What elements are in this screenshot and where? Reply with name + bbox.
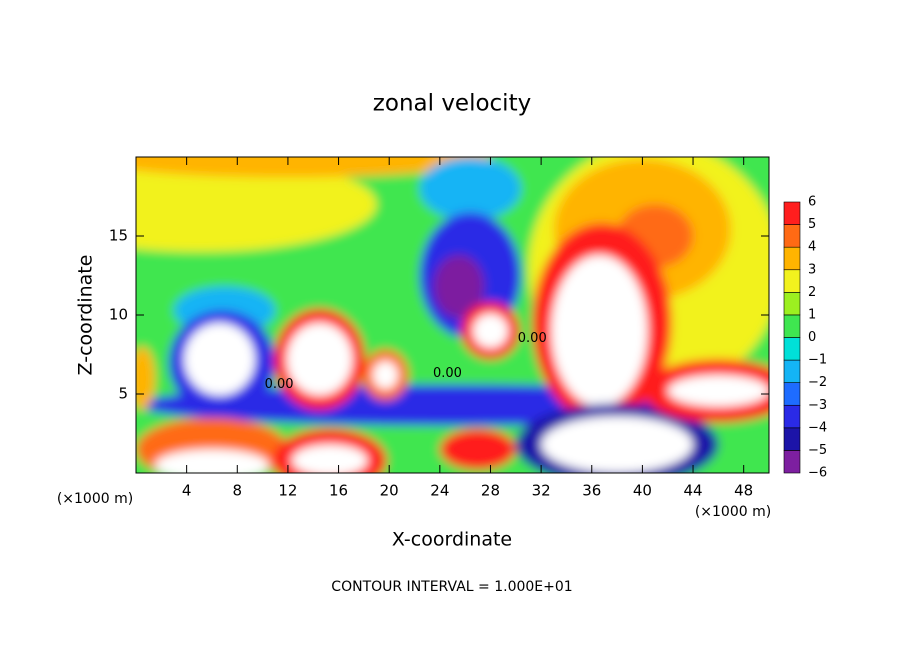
colorbar-label: −1 <box>808 353 827 368</box>
y-axis-label: Z-coordinate <box>75 255 97 376</box>
x-tick-label: 16 <box>329 482 348 500</box>
colorbar-label: −6 <box>808 466 827 481</box>
x-tick-label: 28 <box>481 482 500 500</box>
colorbar-segment <box>783 246 801 271</box>
x-tick-label: 8 <box>233 482 243 500</box>
colorbar-label: 5 <box>808 217 816 232</box>
field-region <box>433 254 485 319</box>
colorbar-segment <box>783 201 801 225</box>
colorbar-segment <box>783 292 801 316</box>
colorbar-label: 3 <box>808 262 816 277</box>
colorbar-label: −4 <box>808 420 827 435</box>
colorbar-segment <box>783 314 801 338</box>
x-unit: (×1000 m) <box>695 504 771 520</box>
x-tick-label: 44 <box>683 482 702 500</box>
field-region <box>419 157 521 221</box>
field-region <box>439 428 516 470</box>
x-tick-label: 48 <box>734 482 753 500</box>
contour-label: 0.00 <box>518 331 547 346</box>
field-region <box>551 254 648 407</box>
field-region <box>291 444 368 473</box>
field-region <box>541 416 694 473</box>
colorbar-label: 0 <box>808 330 816 345</box>
x-tick-label: 32 <box>532 482 551 500</box>
contour-note: CONTOUR INTERVAL = 1.000E+01 <box>331 579 572 595</box>
x-tick-label: 40 <box>633 482 652 500</box>
x-unit: (×1000 m) <box>57 491 133 507</box>
colorbar-label: −2 <box>808 375 827 390</box>
y-tick-label: 15 <box>109 227 128 245</box>
field-layer <box>136 157 769 473</box>
field-region <box>372 360 399 390</box>
colorbar-segment <box>783 337 801 361</box>
x-axis-label: X-coordinate <box>392 529 512 551</box>
contour-label: 0.00 <box>265 377 294 392</box>
chart-title: zonal velocity <box>373 91 531 117</box>
x-tick-label: 12 <box>278 482 297 500</box>
x-tick-label: 36 <box>582 482 601 500</box>
colorbar-segment <box>783 269 801 293</box>
colorbar-segment <box>783 359 801 383</box>
field-region <box>136 157 377 252</box>
contour-label: 0.00 <box>433 366 462 381</box>
overlay: 0.000.000.004 8 12 16 20 24 28 32 36 40 44 4851015−… <box>109 156 827 500</box>
colorbar-segment <box>783 224 801 248</box>
x-tick-label: 24 <box>430 482 449 500</box>
colorbar-label: 1 <box>808 307 816 322</box>
x-tick-label: 20 <box>380 482 399 500</box>
colorbar-label: 2 <box>808 285 816 300</box>
colorbar-segment <box>783 404 801 429</box>
colorbar-label: −5 <box>808 443 827 458</box>
colorbar-label: 6 <box>808 195 816 210</box>
colorbar-segment <box>783 427 801 451</box>
x-tick-label: 4 <box>182 482 192 500</box>
colorbar-segment <box>783 450 801 474</box>
field <box>136 157 769 473</box>
field-region <box>184 322 256 396</box>
field-region <box>136 157 491 178</box>
colorbar-label: 4 <box>808 240 816 255</box>
y-tick-label: 10 <box>109 306 128 324</box>
field-region <box>286 322 353 396</box>
colorbar-segment <box>783 382 801 406</box>
field-region <box>472 313 509 349</box>
field-region <box>155 449 269 473</box>
field-region <box>136 346 155 410</box>
field-region <box>667 375 769 407</box>
y-tick-label: 5 <box>118 385 128 403</box>
colorbar-label: −3 <box>808 398 827 413</box>
